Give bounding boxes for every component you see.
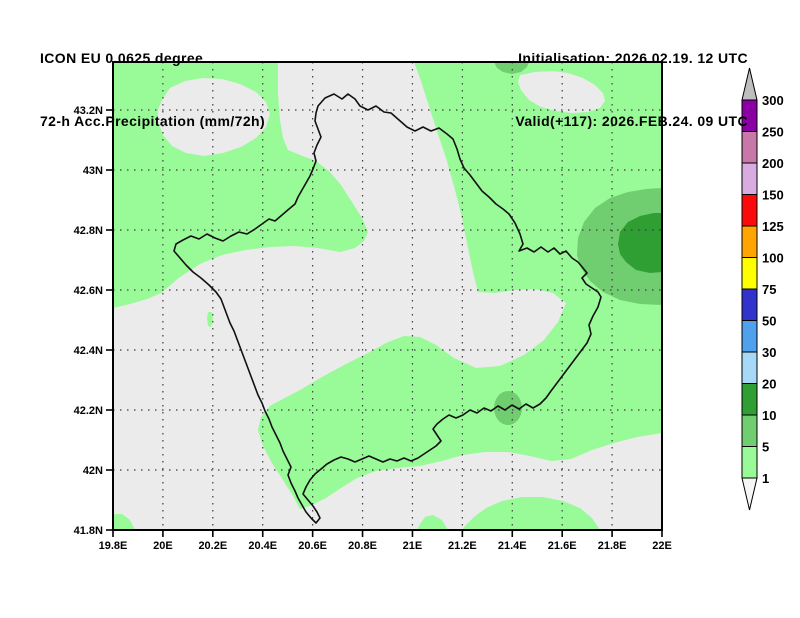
colorbar-segment	[741, 257, 758, 290]
x-tick-label: 20.8E	[348, 540, 377, 552]
init-time: Initialisation: 2026.02.19. 12 UTC	[518, 50, 748, 66]
colorbar-segment	[741, 225, 758, 258]
colorbar-level-label: 200	[762, 156, 784, 171]
colorbar-segment	[741, 446, 758, 479]
kosovo-border-outline	[173, 93, 602, 524]
y-tick-label: 42N	[83, 465, 103, 477]
precip-1-5mm-sliver	[207, 312, 213, 327]
colorbar-segment	[741, 288, 758, 321]
colorbar-level-label: 300	[762, 93, 784, 108]
precipitation-colorbar: 300 250 200 150 125 100 75 50 30 20 10 5 1	[741, 67, 784, 511]
colorbar-segment	[741, 383, 758, 416]
y-axis: 43.2N 43N 42.8N 42.6N 42.4N 42.2N 42N 41.8N	[74, 105, 113, 537]
dry-region-main	[113, 62, 662, 530]
colorbar-level-label: 125	[762, 219, 784, 234]
colorbar-level-label: 10	[762, 408, 776, 423]
colorbar-level-label: 5	[762, 440, 769, 455]
x-tick-label: 19.8E	[99, 540, 128, 552]
precip-10-20mm-east-core	[618, 213, 662, 273]
x-tick-label: 21.8E	[598, 540, 627, 552]
x-tick-label: 20.6E	[298, 540, 327, 552]
colorbar-level-label: 1	[762, 471, 769, 486]
x-axis: 19.8E 20E 20.2E 20.4E 20.6E 20.8E 21E 21.2E 21.4…	[99, 530, 672, 552]
model-title: ICON EU 0.0625 degree	[40, 50, 204, 66]
x-tick-label: 21.2E	[448, 540, 477, 552]
colorbar-segment	[741, 320, 758, 353]
colorbar-level-label: 250	[762, 125, 784, 140]
colorbar-level-label: 150	[762, 188, 784, 203]
x-tick-label: 21.6E	[548, 540, 577, 552]
y-tick-label: 43N	[83, 165, 103, 177]
y-tick-label: 42.6N	[74, 285, 103, 297]
time-block: Initialisation: 2026.02.19. 12 UTC Valid…	[515, 6, 748, 174]
colorbar-segment	[741, 351, 758, 384]
colorbar-under-arrow	[741, 477, 758, 511]
map-frame	[112, 61, 663, 531]
x-tick-label: 21E	[403, 540, 423, 552]
colorbar-segment	[741, 414, 758, 447]
y-tick-label: 42.4N	[74, 345, 103, 357]
product-title: 72-h Acc.Precipitation (mm/72h)	[40, 113, 266, 129]
valid-time: Valid(+117): 2026.FEB.24. 09 UTC	[515, 113, 748, 129]
graticule-gridlines	[113, 62, 662, 530]
precip-5-10mm-top-bump	[494, 62, 529, 74]
colorbar-level-label: 20	[762, 377, 776, 392]
x-tick-label: 21.4E	[498, 540, 527, 552]
dry-region-topright-blob	[518, 71, 605, 113]
precipitation-layers	[113, 62, 662, 530]
y-tick-label: 42.8N	[74, 225, 103, 237]
y-tick-label: 41.8N	[74, 525, 103, 537]
x-tick-label: 20.4E	[248, 540, 277, 552]
y-tick-label: 42.2N	[74, 405, 103, 417]
x-tick-label: 22E	[652, 540, 672, 552]
colorbar-segment	[741, 194, 758, 227]
colorbar-level-label: 50	[762, 314, 776, 329]
title-block: ICON EU 0.0625 degree 72-h Acc.Precipita…	[40, 6, 265, 174]
colorbar-level-label: 30	[762, 345, 776, 360]
dry-region-northwest-blob	[158, 78, 270, 156]
x-tick-label: 20E	[153, 540, 173, 552]
colorbar-level-label: 100	[762, 251, 784, 266]
x-tick-label: 20.2E	[198, 540, 227, 552]
colorbar-level-label: 75	[762, 282, 776, 297]
y-tick-label: 43.2N	[74, 105, 103, 117]
